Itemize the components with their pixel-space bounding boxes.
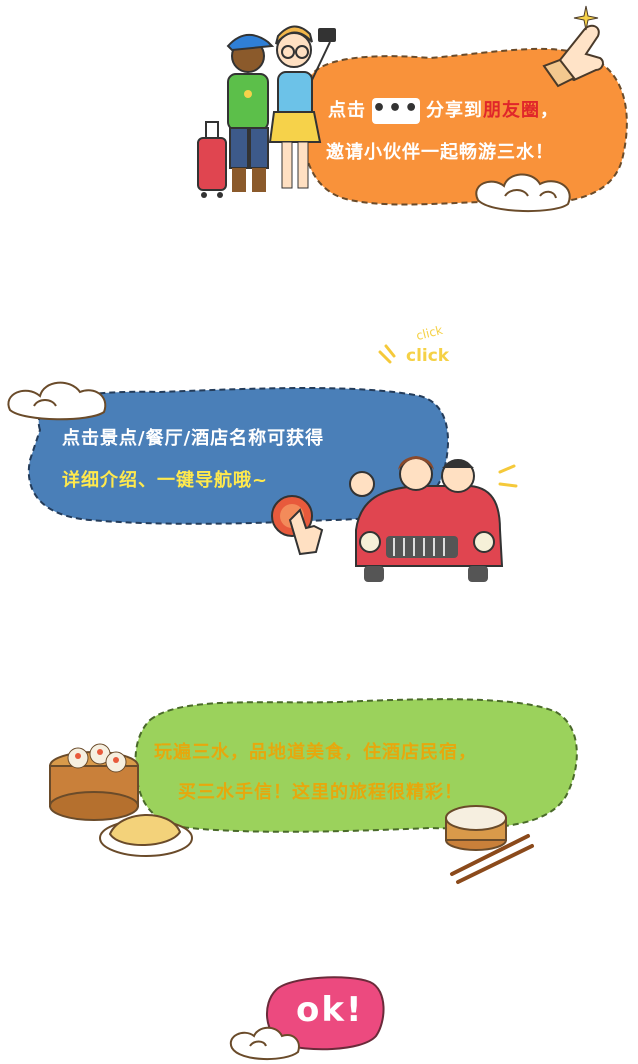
- food-line-1: 玩遍三水，品地道美食，住酒店民宿，: [154, 742, 477, 763]
- cloud-decoration-1: [475, 173, 571, 213]
- food-bubble: [49, 698, 578, 884]
- tip-line-1: 点击景点/餐厅/酒店名称可获得: [62, 428, 325, 449]
- more-dots-icon: •••: [372, 98, 420, 124]
- cloud-decoration-2: [7, 381, 107, 421]
- click-label-large: click: [406, 346, 450, 366]
- share-bubble: [197, 5, 628, 213]
- cloud-decoration-3: [229, 1026, 300, 1061]
- ok-badge: [229, 976, 385, 1061]
- pointing-hand-icon: [542, 5, 604, 88]
- tap-hand-icon: [271, 495, 324, 556]
- ok-badge-label: ok!: [296, 990, 364, 1030]
- sparkle-lines: [378, 344, 518, 488]
- share-line1-prefix: 点击: [328, 100, 366, 121]
- moments-highlight: 朋友圈: [483, 100, 540, 121]
- share-instruction-line-1: 点击 ••• 分享到朋友圈，: [328, 96, 559, 124]
- tip-line-2: 详细介绍、一键导航哦~: [62, 470, 269, 491]
- dim-sum-steamer-illustration: [49, 743, 139, 821]
- tip-bubble: [7, 344, 518, 582]
- share-line1-suffix: ，: [540, 100, 559, 121]
- food-line-2: 买三水手信！这里的旅程很精彩！: [178, 782, 463, 803]
- share-line1-mid: 分享到: [426, 100, 483, 121]
- bun-and-chopsticks-illustration: [445, 805, 534, 884]
- share-instruction-line-2: 邀请小伙伴一起畅游三水！: [326, 142, 554, 163]
- travelers-illustration: [197, 25, 336, 198]
- rice-roll-plate-illustration: [99, 814, 193, 857]
- car-family-illustration: [349, 456, 504, 582]
